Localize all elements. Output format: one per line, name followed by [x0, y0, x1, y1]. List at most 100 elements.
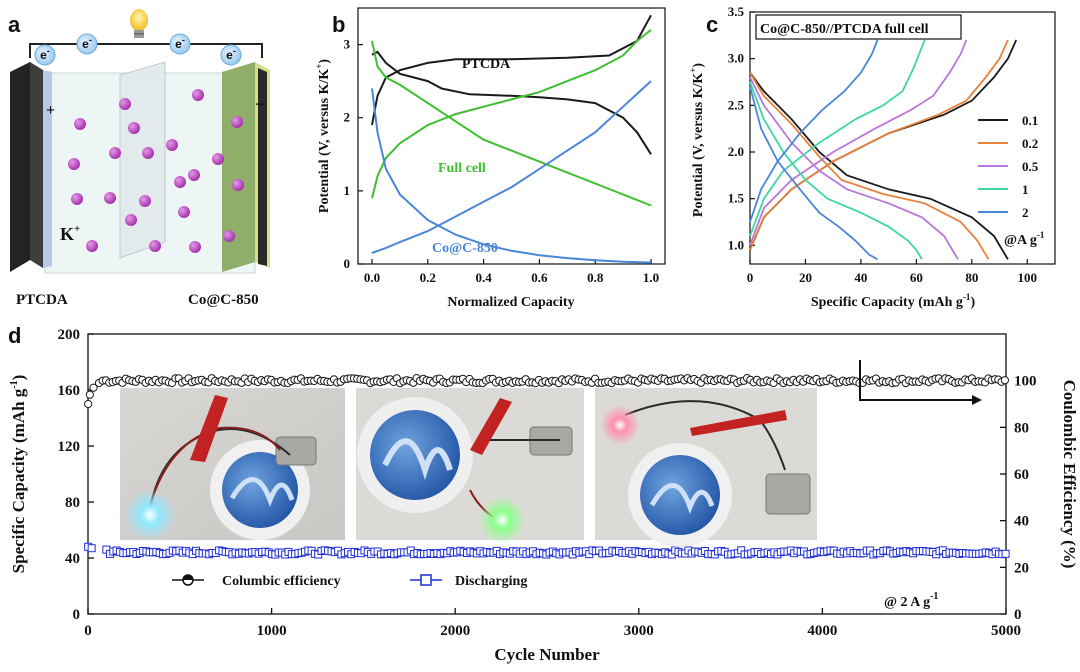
panel-b-ytick-label: 2 — [344, 110, 351, 125]
panel-c-discharge-line — [749, 72, 1009, 260]
panel-b-xtick-label: 0.0 — [364, 270, 380, 285]
electron-3: e- — [169, 33, 191, 55]
panel-c-ytick-label: 3.5 — [728, 4, 745, 19]
panel-b-series-line — [371, 29, 652, 199]
panel-d-xtick-label: 2000 — [440, 623, 470, 639]
panel-c-ytick-label: 1.5 — [728, 191, 745, 206]
panel-b-xtick-label: 0.8 — [587, 270, 604, 285]
panel-d-xtick-label: 0 — [84, 623, 92, 639]
panel-d-ticks: 0 1000 2000 3000 4000 50000408012016020002040… — [58, 327, 1037, 639]
positive-sign: + — [46, 102, 55, 119]
panel-c-xtick-label: 0 — [747, 270, 754, 285]
electron-1: e- — [34, 44, 56, 66]
panel-c-charge-line — [749, 39, 1009, 251]
efficiency-point — [89, 383, 98, 392]
panel-c-unit-note: @A g-1 — [1004, 230, 1045, 248]
panel-c-xtick-label: 60 — [910, 270, 923, 285]
panel-d-ytick-right-label: 0 — [1014, 607, 1022, 623]
panel-c-charge-line — [749, 39, 926, 237]
legend-efficiency-label: Columbic efficiency — [222, 574, 341, 589]
panel-d-ytick-right-label: 100 — [1014, 374, 1037, 390]
panel-d-xtick-label: 4000 — [807, 623, 837, 639]
svg-text:e-: e- — [40, 46, 50, 62]
panel-c-xtick-label: 40 — [854, 270, 867, 285]
right-axis-arrowhead — [972, 395, 982, 405]
panel-c-series — [749, 39, 1018, 261]
panel-d-ytick-left-label: 200 — [58, 327, 81, 343]
panel-d-xtick-label: 3000 — [624, 623, 654, 639]
panel-b-frame — [357, 7, 666, 265]
panel-b-series-line — [371, 14, 652, 126]
panel-d-xtick-label: 5000 — [991, 623, 1021, 639]
panel-d-ytick-left-label: 40 — [65, 551, 80, 567]
panel-c-xtick-label: 20 — [799, 270, 812, 285]
photo-2 — [356, 388, 584, 544]
svg-text:e-: e- — [82, 35, 92, 51]
annotation-ptcda: PTCDA — [462, 57, 511, 72]
panel-d-ytick-right-label: 80 — [1014, 420, 1029, 436]
panel-c-charge-line — [749, 39, 968, 246]
panel-b-ytick-label: 3 — [344, 37, 351, 52]
panel-c-legend-label: 0.1 — [1022, 113, 1038, 128]
panel-c-ytick-label: 2.5 — [728, 97, 745, 112]
panel-c-title: Co@C-850//PTCDA full cell — [760, 22, 929, 37]
panel-c-charge-line — [749, 39, 879, 223]
panel-a-schematic: a e- e- e- e- — [8, 9, 270, 308]
potassium-ions — [68, 89, 244, 253]
separator — [119, 61, 166, 259]
panel-d-legend: Columbic efficiency Discharging — [172, 574, 527, 589]
panel-d-ytick-left-label: 0 — [73, 607, 81, 623]
panel-b-ytick-label: 1 — [344, 183, 351, 198]
external-circuit-wire — [29, 43, 263, 58]
panel-c-title-box — [755, 14, 962, 40]
panel-b-series-line — [371, 50, 652, 155]
panel-b-series — [371, 14, 652, 264]
panel-b-ytick-label: 0 — [344, 256, 351, 271]
anode-electrode — [222, 62, 270, 272]
light-bulb-icon — [130, 9, 148, 38]
panel-b-xtick-label: 0.2 — [420, 270, 436, 285]
cathode-electrode — [10, 62, 52, 272]
panel-d-ytick-left-label: 80 — [65, 495, 80, 511]
panel-b-xtick-label: 1.0 — [643, 270, 659, 285]
panel-a-letter: a — [8, 12, 21, 37]
panel-d-ytick-right-label: 40 — [1014, 514, 1029, 530]
panel-c-xtick-label: 100 — [1018, 270, 1038, 285]
panel-c-legend: 0.1 0.2 0.5 1 2 — [978, 113, 1039, 220]
panel-b-xlabel: Normalized Capacity — [447, 295, 574, 310]
panel-c-chart: c Co@C-850//PTCDA full cell 0 20 40 60 80 100… — [688, 4, 1056, 310]
annotation-co-c-850: Co@C-850 — [432, 241, 498, 256]
panel-d-ytick-left-label: 160 — [58, 383, 81, 399]
panel-d-series — [84, 374, 1010, 559]
ion-label: K+ — [60, 223, 80, 244]
panel-d-letter: d — [8, 323, 21, 348]
panel-c-xtick-label: 80 — [965, 270, 978, 285]
panel-c-ytick-label: 1.0 — [728, 237, 744, 252]
panel-c-xlabel: Specific Capacity (mAh g-1) — [811, 292, 976, 310]
panel-b-ylabel: Potential (V, versus K/K+) — [314, 59, 332, 214]
panel-c-discharge-line — [749, 72, 990, 260]
panel-d-ytick-right-label: 20 — [1014, 560, 1029, 576]
panel-b-xtick-label: 0.6 — [531, 270, 548, 285]
panel-d-xtick-label: 1000 — [257, 623, 287, 639]
anode-label: Co@C-850 — [188, 292, 259, 308]
panel-c-legend-label: 0.5 — [1022, 159, 1039, 174]
electron-4: e- — [220, 44, 242, 66]
efficiency-point — [85, 390, 94, 399]
panel-b-ticks: 0.0 0.2 0.4 0.6 0.8 1.0 0 1 2 3 — [344, 37, 660, 285]
panel-d-ylabel-right: Coulombic Efficiency (%) — [1060, 380, 1079, 569]
panel-d-xlabel: Cycle Number — [494, 645, 600, 664]
panel-c-legend-label: 0.2 — [1022, 136, 1038, 151]
panel-b-series-line — [371, 88, 652, 264]
annotation-full-cell: Full cell — [438, 161, 486, 176]
negative-sign: − — [255, 94, 265, 114]
panel-d-ylabel-left: Specific Capacity (mAh g-1) — [9, 375, 28, 574]
panel-c-discharge-line — [749, 76, 959, 260]
panel-c-legend-label: 2 — [1022, 205, 1029, 220]
efficiency-point — [1000, 376, 1010, 385]
panel-c-ticks: 0 20 40 60 80 100 1.0 1.5 2.0 2.5 3.0 3.5 — [728, 4, 1037, 285]
electron-2: e- — [76, 33, 98, 55]
panel-d-rate-note: @ 2 A g-1 — [884, 591, 938, 610]
right-axis-arrow — [859, 360, 972, 401]
